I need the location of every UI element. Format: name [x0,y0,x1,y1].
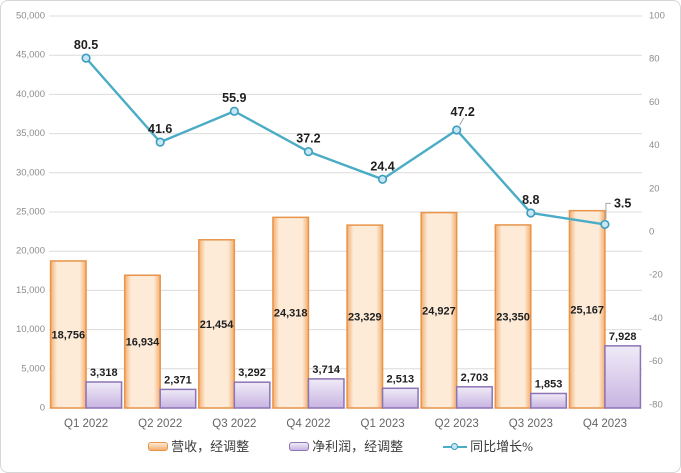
profit-label: 2,513 [387,373,415,385]
revenue-label: 24,927 [422,305,456,317]
profit-swatch-icon [289,442,310,451]
legend-item-revenue: 营收，经调整 [148,440,249,453]
legend-label-revenue: 营收，经调整 [171,439,250,454]
growth-label: 55.9 [222,91,246,105]
revenue-label: 23,350 [496,311,530,323]
revenue-label: 24,318 [274,308,308,320]
growth-marker-Q4 2022 [303,147,314,157]
growth-line [85,57,606,226]
left-axis-tick: 50,000 [16,11,45,22]
growth-label: 80.5 [74,38,98,52]
right-axis-tick: 80 [649,54,660,65]
left-axis-tick: 0 [40,403,45,414]
left-axis-labels: 50,000 45,000 40,000 35,000 30,000 25,000 20,0… [16,11,45,414]
right-axis-labels: 100 80 60 40 20 0 -20 -40 -60 -80 [649,11,665,411]
label-leader-line [459,117,465,126]
x-axis-tick-Q3 2022: Q3 2022 [212,418,256,430]
growth-label: 41.6 [148,122,172,136]
revenue-label: 18,756 [51,329,85,341]
bar-profit-Q2 2023 [455,386,493,409]
legend-label-profit: 净利润，经调整 [312,439,404,454]
bar-profit-Q4 2022 [307,378,345,409]
left-axis-tick: 10,000 [16,324,45,335]
profit-label: 3,292 [238,367,266,379]
profit-label: 2,371 [164,374,192,386]
legend-item-growth: 同比增长% [443,440,533,453]
right-axis-tick: -60 [649,356,663,367]
bar-revenue-Q1 2022 [49,260,87,409]
right-axis-tick: 0 [649,226,654,237]
growth-marker-Q2 2023 [452,125,462,135]
bar-revenue-Q1 2023 [346,224,384,409]
right-axis-tick: 60 [649,97,660,108]
right-axis-tick: -40 [649,313,663,324]
growth-marker-Q2 2022 [155,137,165,147]
profit-label: 7,928 [609,331,637,343]
right-axis-tick: -80 [649,399,663,410]
right-axis-tick: 40 [649,140,660,151]
label-leader-line [605,202,611,220]
x-axis-tick-Q4 2023: Q4 2023 [583,418,627,430]
bar-profit-Q4 2023 [604,345,642,409]
bar-profit-Q3 2023 [530,392,568,409]
growth-label: 3.5 [614,196,631,210]
profit-label: 3,714 [312,364,340,376]
revenue-label: 16,934 [126,337,161,349]
growth-label: 47.2 [451,105,475,119]
growth-marker-Q4 2023 [600,219,610,230]
profit-label: 2,703 [461,372,489,384]
x-axis-tick-Q2 2022: Q2 2022 [138,418,182,430]
legend-item-profit: 净利润，经调整 [289,440,403,453]
right-axis-tick: 20 [649,183,660,194]
x-axis-tick-Q3 2023: Q3 2023 [509,418,553,430]
growth-label: 24.4 [370,159,394,173]
left-axis-tick: 35,000 [16,128,45,139]
growth-line-series: 80.5 41.6 55.9 37.2 24.4 47.2 8.8 3.5 [74,38,631,230]
left-axis-tick: 45,000 [16,50,45,61]
growth-line-icon [443,442,468,451]
x-axis-tick-Q1 2022: Q1 2022 [64,418,108,430]
x-axis-tick-Q2 2023: Q2 2023 [435,418,479,430]
left-axis-tick: 20,000 [16,246,45,257]
bars [49,209,642,409]
bar-profit-Q1 2023 [381,387,419,409]
legend-label-growth: 同比增长% [470,439,533,454]
growth-marker-Q1 2023 [377,174,388,184]
revenue-label: 21,454 [200,319,235,331]
bar-profit-Q3 2022 [233,381,271,409]
growth-marker-Q3 2022 [229,106,239,116]
right-axis-tick: 100 [649,11,665,22]
revenue-swatch-icon [148,442,169,451]
left-axis-tick: 40,000 [16,89,45,100]
revenue-label: 23,329 [348,312,382,324]
revenue-label: 25,167 [570,304,604,316]
chart-legend: 营收，经调整 净利润，经调整 同比增长% [1,440,680,453]
left-axis-tick: 15,000 [16,285,45,296]
bar-revenue-Q2 2023 [420,211,458,409]
growth-label: 8.8 [522,193,539,207]
growth-marker-Q1 2022 [81,53,91,63]
profit-label: 3,318 [90,367,118,379]
bar-revenue-Q4 2023 [568,209,606,409]
bar-profit-Q2 2022 [159,388,197,409]
left-axis-tick: 5,000 [21,363,45,374]
profit-label: 1,853 [535,378,563,390]
bar-revenue-Q4 2022 [272,216,310,409]
bar-revenue-Q3 2022 [198,239,236,409]
right-axis-tick: -20 [649,270,663,281]
left-axis-tick: 25,000 [16,207,45,218]
growth-marker-Q3 2023 [526,208,536,218]
bar-revenue-Q3 2023 [494,224,532,409]
growth-label: 37.2 [296,132,320,146]
x-axis-tick-Q4 2022: Q4 2022 [286,418,330,430]
x-axis-labels: Q1 2022 Q2 2022 Q3 2022 Q4 2022 Q1 2023 Q2 20… [64,418,627,430]
x-axis-tick-Q1 2023: Q1 2023 [361,418,405,430]
bar-data-labels: 18,756 16,934 21,454 24,318 23,329 24,927 23,3… [51,304,636,390]
bar-profit-Q1 2022 [85,381,123,409]
bar-revenue-Q2 2022 [123,274,161,409]
left-axis-tick: 30,000 [16,167,45,178]
